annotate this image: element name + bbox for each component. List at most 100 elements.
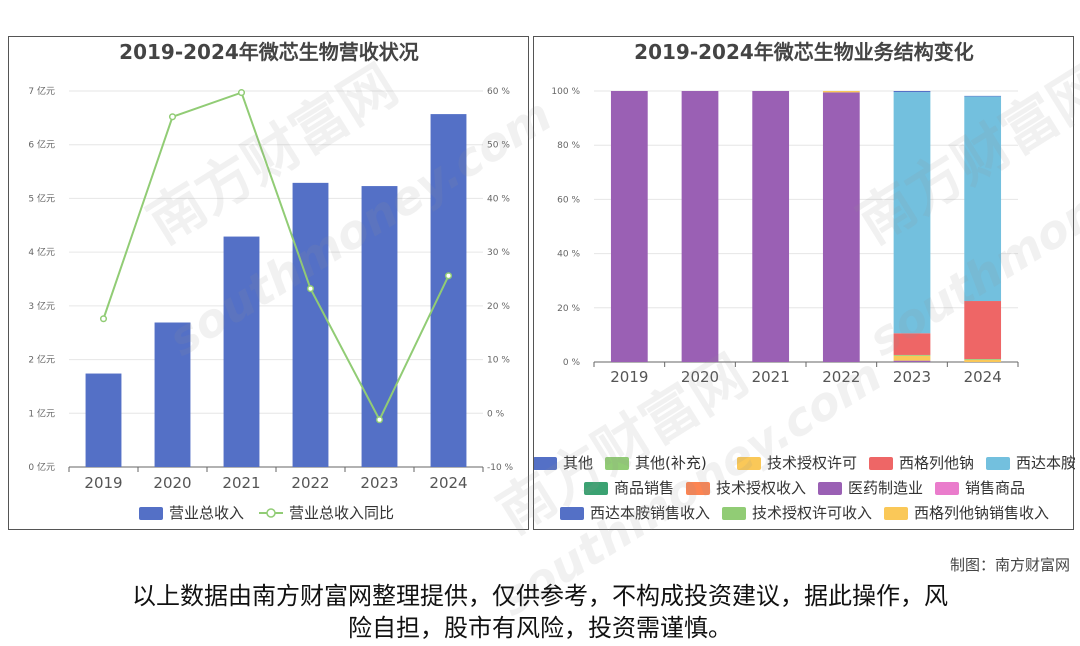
x-tick-label: 2020	[681, 368, 719, 386]
yoy-point	[237, 89, 246, 97]
legend-swatch	[935, 482, 959, 495]
legend-swatch	[884, 507, 908, 520]
y-right-tick-label: 50 %	[487, 141, 510, 151]
legend-swatch	[534, 457, 557, 470]
y-tick-label: 100 %	[551, 87, 580, 97]
x-tick-label: 2023	[360, 474, 398, 492]
stacked-bar-segment	[610, 91, 648, 362]
x-tick-label: 2022	[822, 368, 860, 386]
revenue-bar	[223, 236, 260, 467]
legend-label: 技术授权许可	[767, 454, 857, 472]
y-left-tick-label: 5 亿元	[28, 192, 55, 204]
legend-label: 其他(补充)	[635, 454, 707, 472]
y-tick-label: 20 %	[557, 304, 580, 314]
disclaimer-line-1: 以上数据由南方财富网整理提供，仅供参考，不构成投资建议，据此操作，风	[132, 582, 948, 610]
stacked-bar-segment	[893, 355, 931, 361]
legend-swatch	[986, 457, 1010, 470]
y-tick-label: 80 %	[557, 141, 580, 151]
revenue-bar	[361, 186, 398, 467]
stacked-bar-segment	[893, 333, 931, 355]
legend-label: 西格列他钠销售收入	[914, 504, 1049, 522]
stacked-bar-segment	[752, 91, 790, 362]
stacked-bar-segment	[822, 91, 860, 93]
stacked-bar-segment	[893, 354, 931, 356]
x-tick-label: 2022	[291, 474, 329, 492]
y-left-tick-label: 4 亿元	[28, 246, 55, 258]
y-tick-label: 0 %	[563, 358, 581, 368]
legend-label: 营业总收入	[169, 504, 244, 522]
revenue-chart-panel: 2019-2024年微芯生物营收状况 0 亿元 1 亿元 2 亿元 3 亿元 4 亿元 5 …	[8, 36, 529, 530]
legend-label: 技术授权收入	[716, 479, 806, 497]
chart-title: 2019-2024年微芯生物业务结构变化	[634, 40, 974, 64]
structure-chart-panel: 2019-2024年微芯生物业务结构变化 0 % 20 % 40 % 60 % 80 % 1…	[533, 36, 1075, 530]
chart-title: 2019-2024年微芯生物营收状况	[119, 40, 419, 64]
x-tick-label: 2021	[222, 474, 260, 492]
legend-swatch	[737, 457, 761, 470]
stacked-bar-segment	[964, 359, 1002, 360]
yoy-point	[375, 416, 384, 424]
legend-swatch	[584, 482, 608, 495]
legend-swatch	[818, 482, 842, 495]
stacked-bar-segment	[893, 91, 931, 93]
yoy-point	[444, 272, 453, 280]
stacked-bar-segment	[893, 92, 931, 334]
revenue-bar	[154, 322, 191, 467]
legend-swatch	[686, 482, 710, 495]
y-right-tick-label: 0 %	[487, 409, 505, 419]
stacked-bar-segment	[964, 95, 1002, 97]
legend-swatch	[722, 507, 746, 520]
legend-swatch	[266, 508, 276, 518]
revenue-chart: 2019-2024年微芯生物营收状况 0 亿元 1 亿元 2 亿元 3 亿元 4 亿元 5 …	[28, 40, 514, 522]
legend-label: 销售商品	[965, 479, 1025, 497]
legend-label: 西达本胺	[1016, 454, 1075, 472]
x-tick-label: 2021	[752, 368, 790, 386]
stacked-bar-segment	[822, 92, 860, 363]
x-tick-label: 2023	[893, 368, 931, 386]
revenue-bar	[85, 373, 122, 467]
structure-chart: 2019-2024年微芯生物业务结构变化 0 % 20 % 40 % 60 % 80 % 1…	[534, 40, 1075, 522]
legend-label: 商品销售	[614, 479, 674, 497]
y-left-tick-label: 0 亿元	[28, 461, 55, 473]
x-tick-label: 2019	[610, 368, 648, 386]
y-right-tick-label: 60 %	[487, 87, 510, 97]
y-right-tick-label: 30 %	[487, 248, 510, 258]
stacked-bar-segment	[964, 96, 1002, 302]
revenue-bar	[430, 114, 467, 468]
disclaimer-line-2: 险自担，股市有风险，投资需谨慎。	[348, 614, 732, 642]
y-tick-label: 60 %	[557, 195, 580, 205]
legend-label: 技术授权许可收入	[752, 504, 872, 522]
y-left-tick-label: 2 亿元	[28, 354, 55, 366]
stacked-bar-segment	[893, 360, 931, 362]
yoy-point	[168, 113, 177, 121]
x-tick-label: 2024	[429, 474, 467, 492]
legend-swatch	[869, 457, 893, 470]
y-left-tick-label: 3 亿元	[28, 300, 55, 312]
stacked-bar-segment	[681, 91, 719, 362]
legend-swatch	[560, 507, 584, 520]
y-left-tick-label: 6 亿元	[28, 139, 55, 151]
legend-swatch	[605, 457, 629, 470]
legend-swatch	[139, 507, 163, 520]
chart-credit: 制图：南方财富网	[949, 556, 1070, 574]
y-right-tick-label: 40 %	[487, 194, 510, 204]
y-right-tick-label: 10 %	[487, 356, 510, 366]
legend-label: 医药制造业	[848, 479, 923, 497]
y-left-tick-label: 1 亿元	[28, 407, 55, 419]
y-right-tick-label: -10 %	[487, 463, 514, 473]
disclaimer: 以上数据由南方财富网整理提供，仅供参考，不构成投资建议，据此操作，风 险自担，股…	[0, 580, 1080, 644]
revenue-bar	[292, 182, 329, 467]
yoy-point	[99, 315, 108, 323]
legend-label: 西格列他钠	[899, 454, 974, 472]
yoy-line	[102, 91, 450, 422]
legend-label: 营业总收入同比	[289, 504, 394, 522]
legend-label: 其他	[563, 454, 593, 472]
x-tick-label: 2019	[84, 474, 122, 492]
yoy-point	[306, 285, 315, 293]
y-right-tick-label: 20 %	[487, 302, 510, 312]
y-left-tick-label: 7 亿元	[28, 85, 55, 97]
stacked-bar-segment	[964, 301, 1002, 360]
x-tick-label: 2020	[153, 474, 191, 492]
x-tick-label: 2024	[964, 368, 1002, 386]
y-tick-label: 40 %	[557, 250, 580, 260]
stacked-bar-segment	[964, 359, 1002, 362]
